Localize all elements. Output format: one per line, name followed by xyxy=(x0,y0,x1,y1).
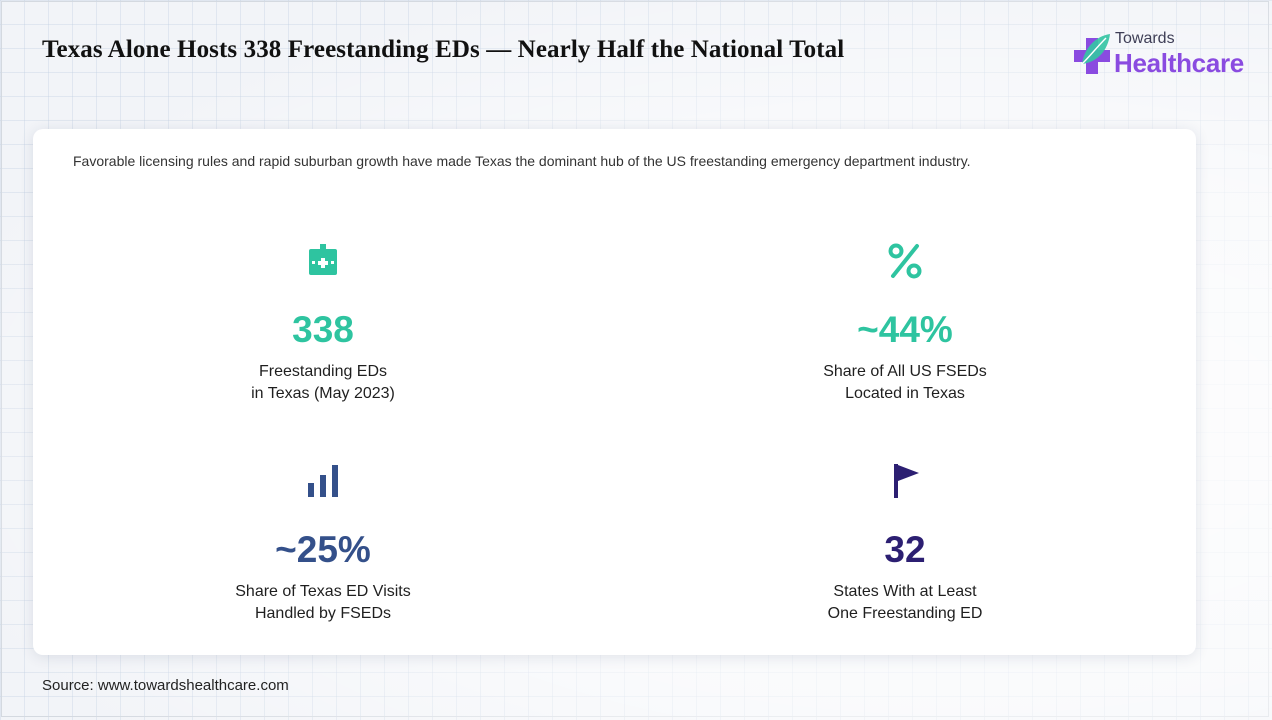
stat-value: ~44% xyxy=(857,309,953,350)
stat-label-line1: Share of All US FSEDs xyxy=(823,363,987,380)
logo-text-healthcare: Healthcare xyxy=(1114,48,1244,78)
card-subtitle: Favorable licensing rules and rapid subu… xyxy=(73,153,971,169)
stat-label-line1: Freestanding EDs xyxy=(258,363,388,380)
brand-logo[interactable]: Towards Healthcare xyxy=(1074,28,1254,82)
source-note: Source: www.towardshealthcare.com xyxy=(42,677,289,694)
stat-value: 32 xyxy=(884,529,926,570)
page-title: Texas Alone Hosts 338 Freestanding EDs —… xyxy=(42,36,845,63)
stat-label-line2: Handled by FSEDs xyxy=(254,605,392,622)
percent-icon xyxy=(888,243,922,279)
stat-label: Share of Texas ED Visits Handled by FSED… xyxy=(163,581,483,625)
stat-label: States With at Least One Freestanding ED xyxy=(745,581,1065,625)
stat-label-line2: One Freestanding ED xyxy=(827,605,983,622)
stat-label-line1: States With at Least xyxy=(833,583,977,600)
stat-label-line2: Located in Texas xyxy=(845,385,965,402)
stat-label: Share of All US FSEDs Located in Texas xyxy=(745,361,1065,405)
stat-label-line1: Share of Texas ED Visits xyxy=(235,583,411,600)
logo-text-towards: Towards xyxy=(1115,30,1175,47)
stat-texas-fseds: 338 Freestanding EDs in Texas (May 2023) xyxy=(163,241,483,405)
stat-value: ~25% xyxy=(275,529,371,570)
stat-us-share: ~44% Share of All US FSEDs Located in Te… xyxy=(745,241,1065,405)
stat-label-line2: in Texas (May 2023) xyxy=(251,385,395,402)
flag-icon xyxy=(894,464,919,498)
stat-texas-visits: ~25% Share of Texas ED Visits Handled by… xyxy=(163,461,483,625)
hospital-icon xyxy=(309,244,337,275)
stat-label: Freestanding EDs in Texas (May 2023) xyxy=(163,361,483,405)
stats-card: Favorable licensing rules and rapid subu… xyxy=(33,129,1196,655)
stat-states: 32 States With at Least One Freestanding… xyxy=(745,461,1065,625)
medical-cross-leaf-icon xyxy=(1074,34,1110,74)
stat-value: 338 xyxy=(292,309,354,350)
bar-chart-icon xyxy=(308,465,338,497)
